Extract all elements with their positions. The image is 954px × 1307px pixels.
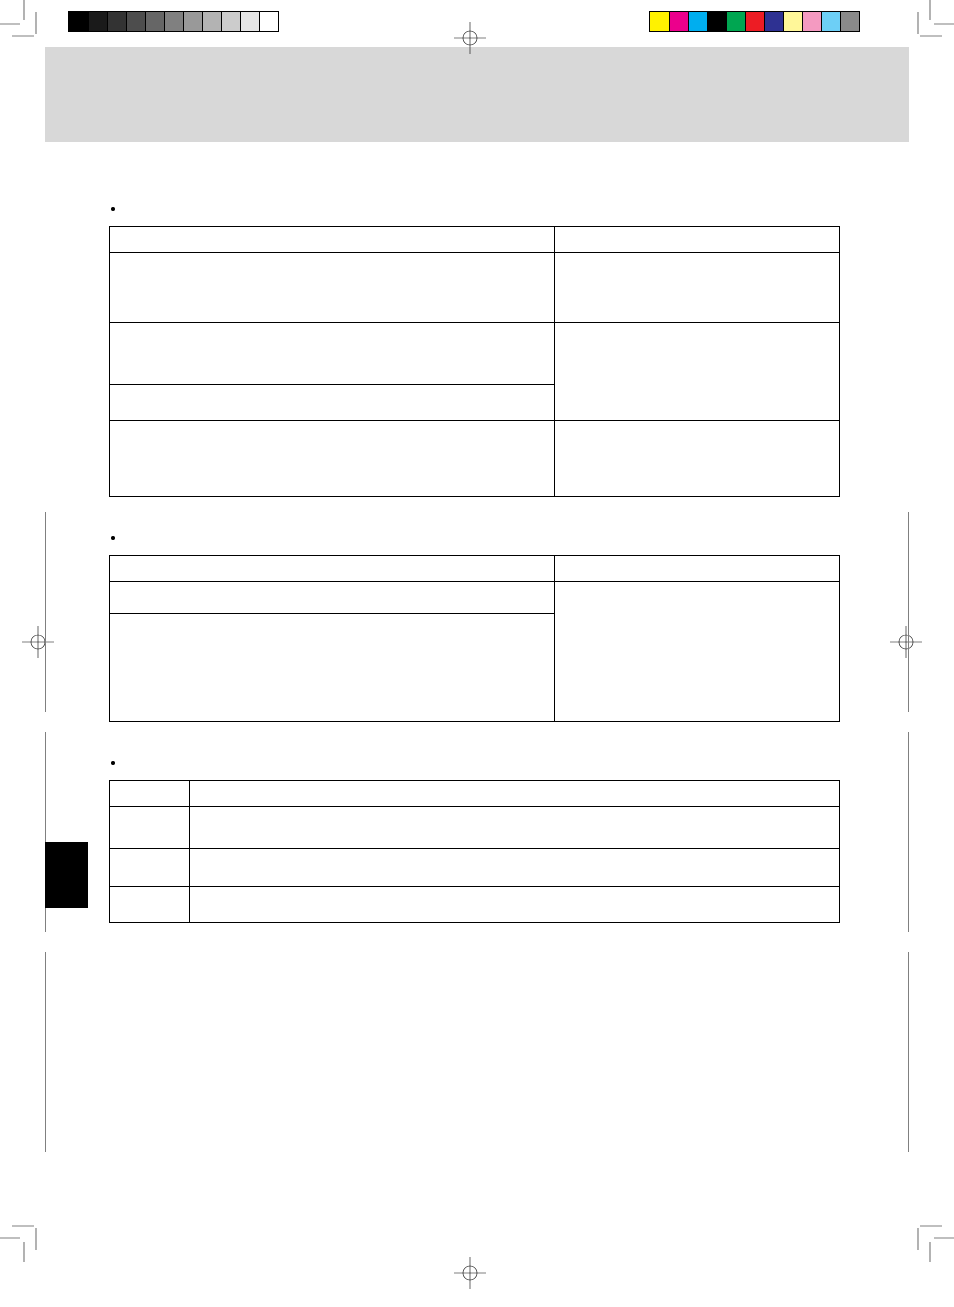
side-tick xyxy=(908,952,909,1152)
section-bullet-2 xyxy=(111,529,839,547)
header-band xyxy=(45,47,909,142)
section-2 xyxy=(109,529,839,722)
color-swatch xyxy=(764,12,783,31)
table-cell xyxy=(190,807,840,849)
table-row xyxy=(110,887,840,923)
table-1 xyxy=(109,226,840,497)
table-cell xyxy=(555,253,840,323)
color-swatch xyxy=(88,12,107,31)
table-cell xyxy=(110,614,555,722)
registration-mark xyxy=(452,20,488,61)
table-cell xyxy=(555,227,840,253)
crop-mark-bl xyxy=(0,1222,40,1262)
color-swatch xyxy=(126,12,145,31)
side-tick xyxy=(908,512,909,712)
grayscale-bar xyxy=(68,11,279,32)
color-swatch xyxy=(240,12,259,31)
table-2 xyxy=(109,555,840,722)
color-swatch xyxy=(726,12,745,31)
side-tick xyxy=(45,952,46,1152)
color-swatch xyxy=(164,12,183,31)
section-bullet-1 xyxy=(111,200,839,218)
table-cell xyxy=(555,556,840,582)
section-bullet-3 xyxy=(111,754,839,772)
table-cell xyxy=(190,781,840,807)
color-swatch xyxy=(821,12,840,31)
table-cell xyxy=(190,887,840,923)
table-row xyxy=(110,807,840,849)
table-cell xyxy=(555,323,840,421)
color-swatch xyxy=(688,12,707,31)
table-cell xyxy=(110,323,555,385)
cmyk-color-bar xyxy=(649,11,860,32)
table-row xyxy=(110,253,840,323)
section-3 xyxy=(109,754,839,923)
table-3 xyxy=(109,780,840,923)
color-swatch xyxy=(783,12,802,31)
table-cell xyxy=(110,582,555,614)
registration-mark xyxy=(888,624,924,665)
crop-mark-tl xyxy=(0,0,40,40)
registration-mark xyxy=(20,624,56,665)
table-row xyxy=(110,781,840,807)
registration-mark xyxy=(452,1255,488,1296)
table-cell xyxy=(110,887,190,923)
table-cell xyxy=(110,253,555,323)
table-cell xyxy=(110,556,555,582)
table-row xyxy=(110,421,840,497)
color-swatch xyxy=(669,12,688,31)
table-row xyxy=(110,227,840,253)
color-swatch xyxy=(802,12,821,31)
side-tab-black xyxy=(45,842,88,908)
color-swatch xyxy=(183,12,202,31)
crop-mark-br xyxy=(914,1222,954,1262)
color-swatch xyxy=(840,12,859,31)
table-cell xyxy=(110,227,555,253)
color-swatch xyxy=(107,12,126,31)
table-cell xyxy=(555,421,840,497)
table-row xyxy=(110,323,840,385)
table-cell xyxy=(110,421,555,497)
page-content xyxy=(109,200,839,955)
color-swatch xyxy=(202,12,221,31)
section-1 xyxy=(109,200,839,497)
table-row xyxy=(110,582,840,614)
table-cell xyxy=(110,849,190,887)
crop-mark-tr xyxy=(914,0,954,40)
color-swatch xyxy=(221,12,240,31)
color-swatch xyxy=(259,12,278,31)
side-tick xyxy=(908,732,909,932)
table-cell xyxy=(110,385,555,421)
table-row xyxy=(110,556,840,582)
color-swatch xyxy=(145,12,164,31)
table-cell xyxy=(190,849,840,887)
color-swatch xyxy=(69,12,88,31)
color-swatch xyxy=(650,12,669,31)
color-swatch xyxy=(707,12,726,31)
table-cell xyxy=(110,807,190,849)
table-cell xyxy=(555,582,840,722)
side-tick xyxy=(45,512,46,712)
color-swatch xyxy=(745,12,764,31)
table-cell xyxy=(110,781,190,807)
table-row xyxy=(110,849,840,887)
